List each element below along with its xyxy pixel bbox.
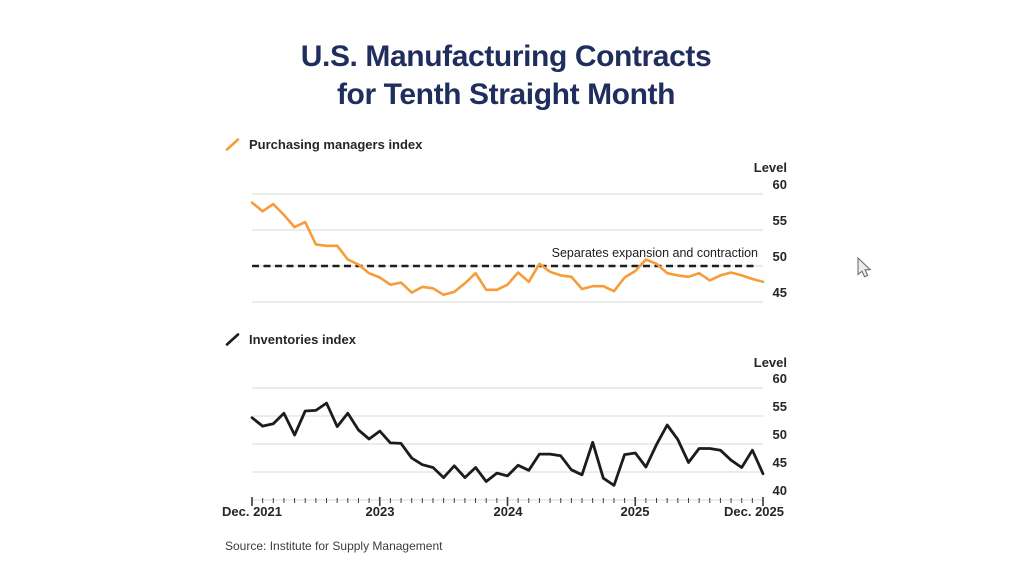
pmi-legend: Purchasing managers index: [225, 137, 422, 152]
inventories-y-tick-label-55: 55: [772, 398, 787, 414]
pmi-y-tick-label-45: 45: [772, 284, 787, 300]
inventories-line-series: [250, 401, 765, 487]
page-title-line2: for Tenth Straight Month: [336, 78, 676, 111]
inventories-legend: Inventories index: [225, 332, 356, 347]
pmi-legend-slash-icon: [225, 138, 240, 151]
inventories-legend-slash-icon: [225, 333, 240, 346]
reference-line-annotation: Separates expansion and contraction: [551, 246, 758, 260]
page-title: U.S. Manufacturing Contracts for Tenth S…: [0, 38, 1012, 114]
inventories-axis-unit-label: Level: [753, 355, 787, 370]
x-tick-label-1: 2023: [365, 504, 395, 519]
x-tick-label-3: 2025: [620, 504, 650, 519]
pmi-legend-label: Purchasing managers index: [249, 137, 423, 152]
pmi-y-tick-label-60: 60: [772, 176, 787, 192]
x-axis-tick-marks: [251, 497, 764, 506]
pmi-y-tick-label-55: 55: [772, 212, 787, 228]
pmi-y-tick-label-50: 50: [772, 248, 787, 264]
inventories-legend-label: Inventories index: [249, 332, 356, 347]
page-title-line1: U.S. Manufacturing Contracts: [300, 40, 712, 73]
inventories-y-tick-label-50: 50: [772, 426, 787, 442]
x-tick-label-0: Dec. 2021: [222, 504, 282, 519]
mouse-cursor: [857, 256, 872, 278]
pmi-line-series: [250, 201, 765, 297]
x-tick-label-2: 2024: [493, 504, 523, 519]
inventories-y-tick-label-60: 60: [772, 370, 787, 386]
pmi-axis-unit-label: Level: [753, 160, 787, 175]
x-tick-label-4: Dec. 2025: [724, 504, 784, 519]
inventories-y-tick-label-40: 40: [772, 482, 787, 498]
inventories-y-tick-label-45: 45: [772, 454, 787, 470]
source-credit: Source: Institute for Supply Management: [225, 539, 443, 553]
